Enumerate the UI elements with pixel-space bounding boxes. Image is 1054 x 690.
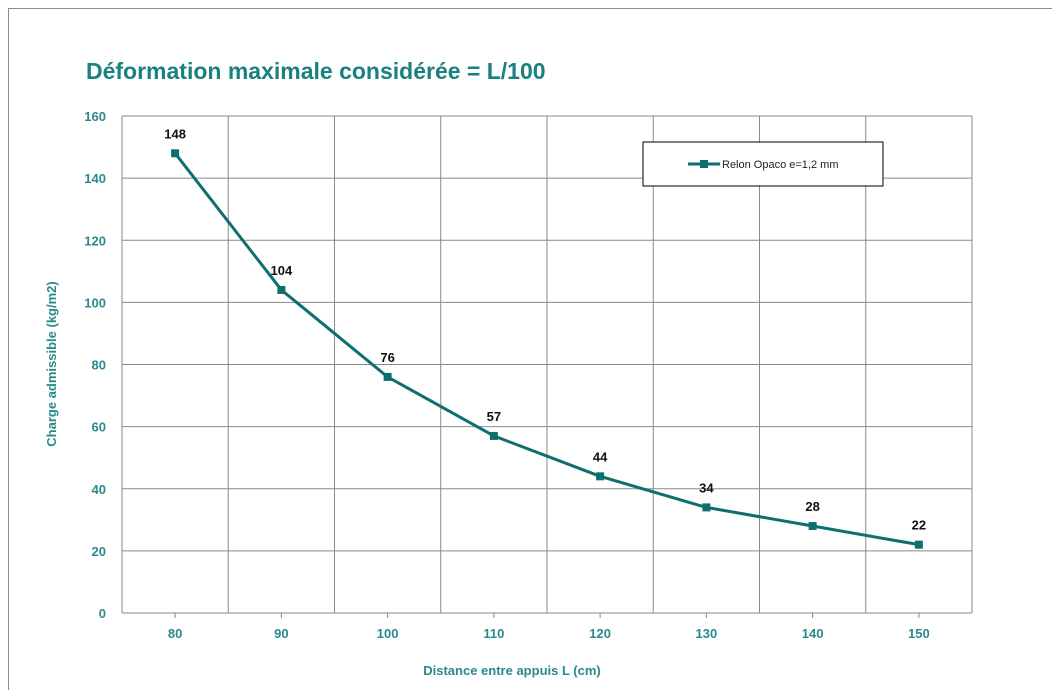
data-point-marker [914, 540, 923, 549]
data-label: 34 [699, 480, 714, 495]
data-label: 104 [271, 263, 293, 278]
axes: 0 20 40 60 80 100 120 140 160 80 90 100 110 120 130 140… [84, 109, 929, 641]
x-tick-label: 100 [377, 626, 399, 641]
y-axis-title: Charge admissible (kg/m2) [44, 281, 59, 446]
series-line [173, 152, 920, 547]
data-point-marker [596, 472, 605, 481]
y-tick-label: 40 [92, 482, 106, 497]
data-point-marker [702, 503, 711, 512]
y-tick-label: 60 [92, 420, 106, 435]
chart-title: Déformation maximale considérée = L/100 [86, 58, 546, 84]
data-label: 44 [593, 449, 608, 464]
data-label: 148 [164, 126, 186, 141]
legend-entry-label: Relon Opaco e=1,2 mm [722, 159, 838, 171]
y-tick-label: 160 [84, 109, 106, 124]
data-point-marker [171, 149, 180, 158]
legend-swatch-marker [700, 160, 708, 168]
x-tick-label: 110 [483, 626, 504, 641]
y-tick-label: 80 [92, 358, 106, 373]
grid-lines [121, 115, 973, 614]
x-tick-label: 120 [589, 626, 611, 641]
data-label: 57 [487, 409, 501, 424]
x-tick-label: 80 [168, 626, 182, 641]
data-point-marker [808, 522, 817, 531]
data-series [171, 149, 923, 549]
legend-box [642, 141, 884, 187]
data-label: 22 [912, 518, 926, 533]
y-tick-label: 100 [84, 295, 106, 310]
data-labels: 148 104 76 57 44 34 28 22 [164, 126, 926, 532]
x-axis-title: Distance entre appuis L (cm) [423, 663, 600, 678]
chart-frame [8, 8, 1052, 690]
x-tick-label: 140 [802, 626, 824, 641]
data-label: 76 [380, 350, 394, 365]
x-tick-label: 90 [274, 626, 288, 641]
data-label: 28 [805, 499, 819, 514]
data-point-marker [383, 372, 392, 381]
x-tick-label: 150 [908, 626, 930, 641]
y-tick-label: 140 [84, 171, 106, 186]
y-tick-label: 120 [84, 233, 106, 248]
data-point-marker [277, 285, 286, 294]
x-tick-label: 130 [696, 626, 718, 641]
data-point-marker [489, 431, 498, 440]
legend: Relon Opaco e=1,2 mm [642, 141, 884, 187]
y-tick-label: 20 [92, 544, 106, 559]
y-tick-label: 0 [99, 606, 106, 621]
